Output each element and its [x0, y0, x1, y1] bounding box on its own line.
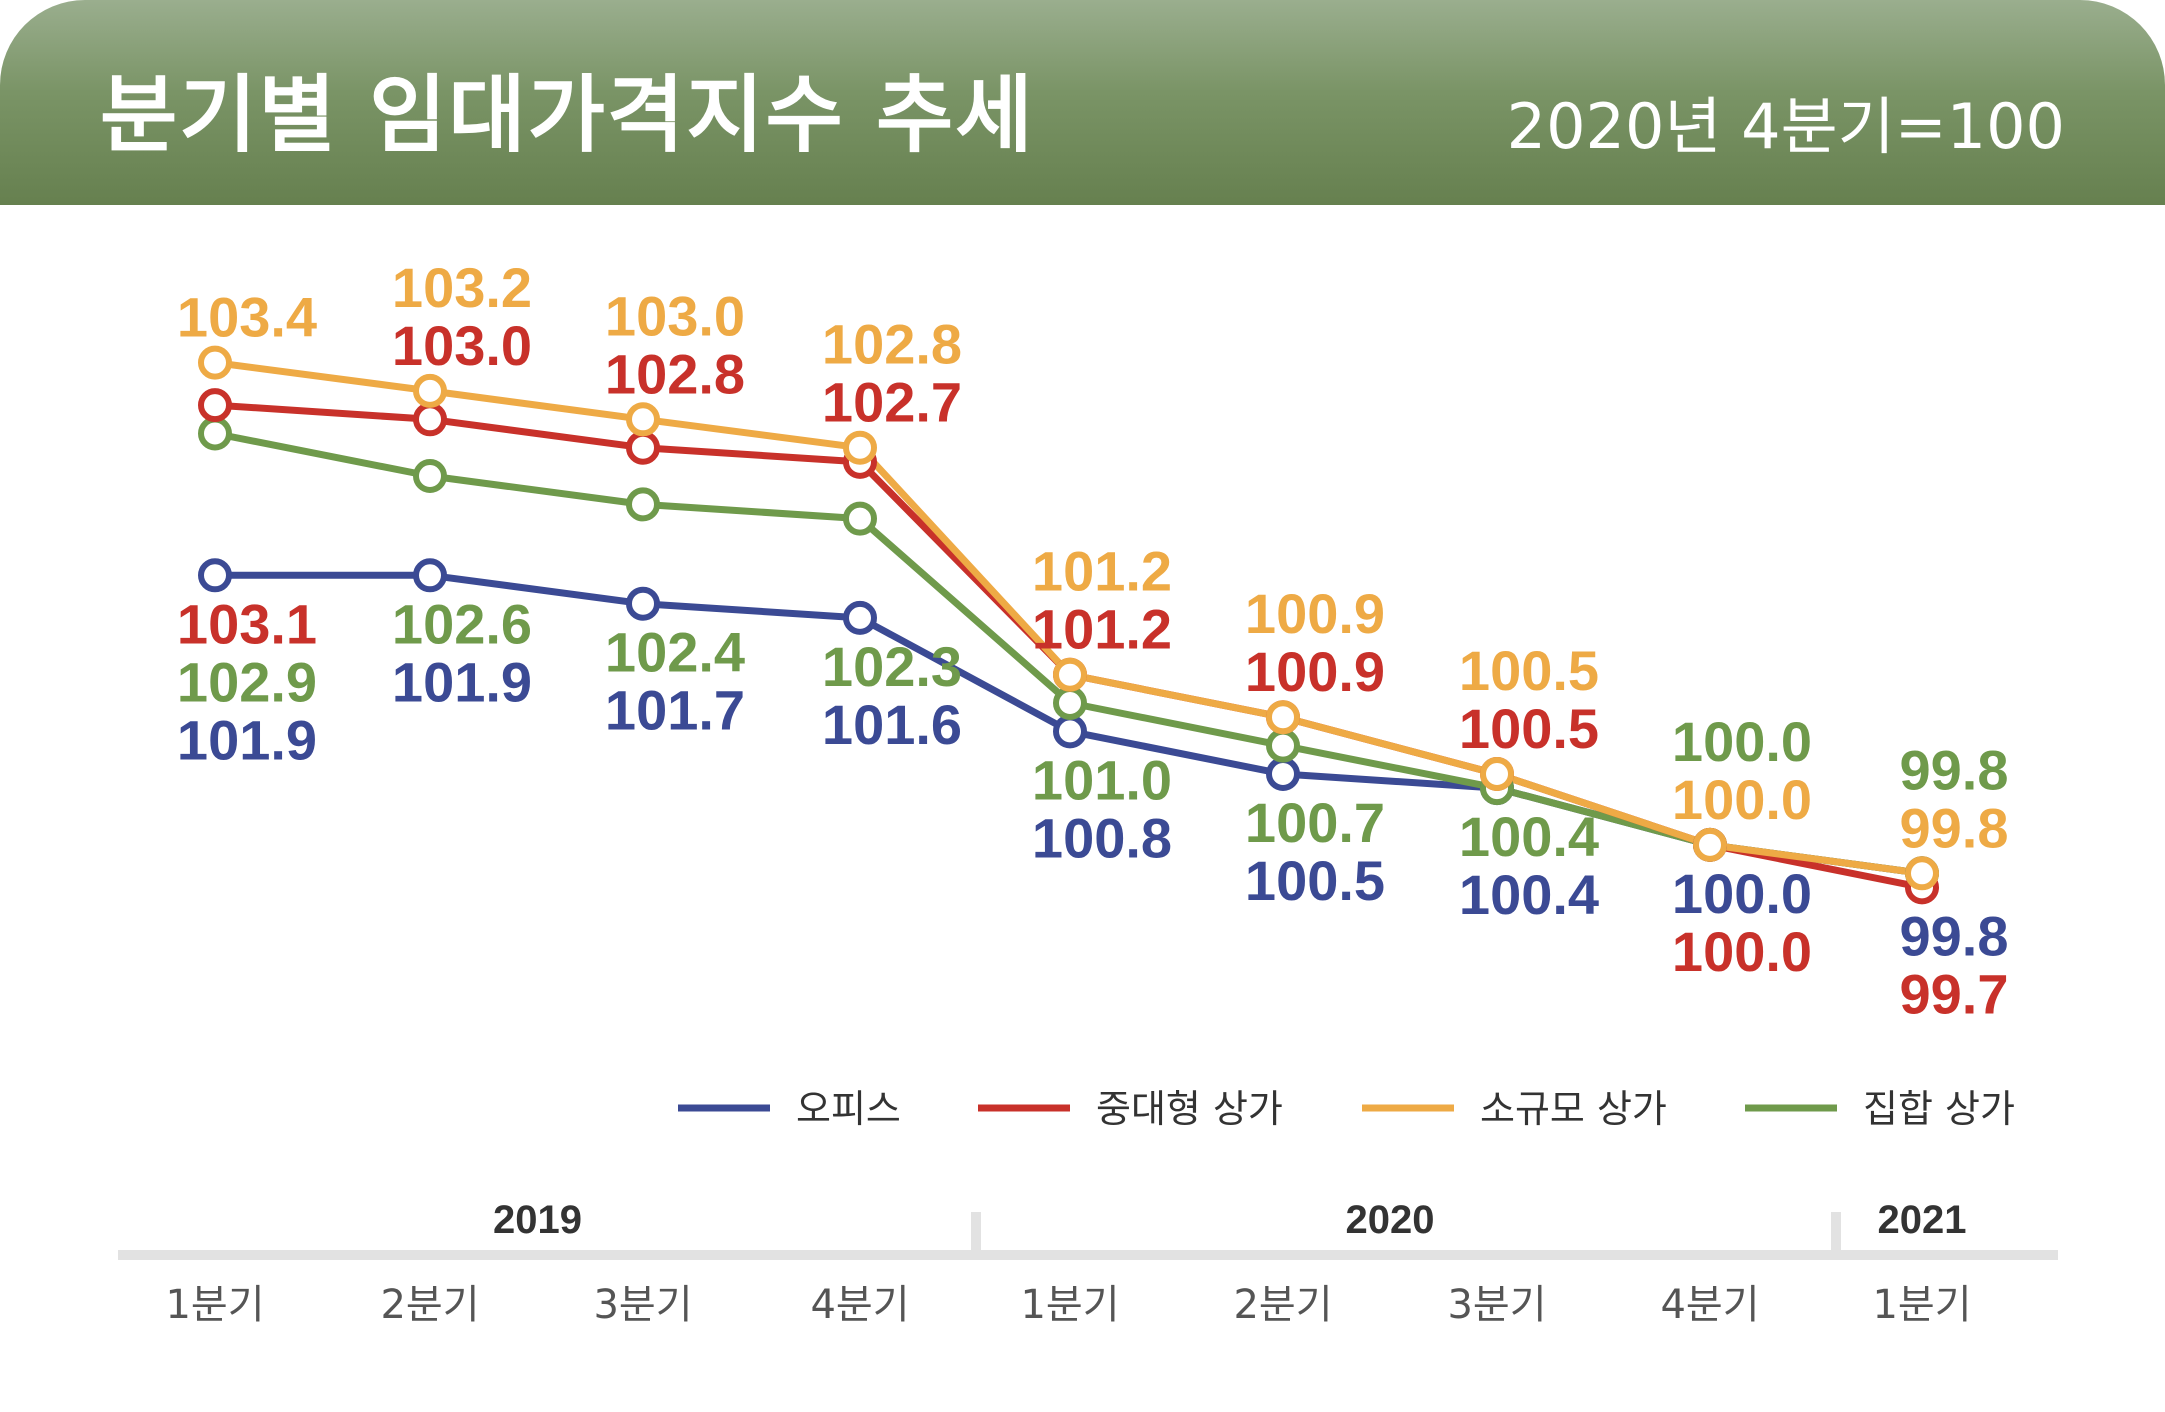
data-label-collective-store: 102.3 [822, 635, 962, 698]
data-label-office: 101.7 [605, 679, 745, 742]
data-point-office [198, 558, 232, 593]
data-label-mid-large-store: 102.7 [822, 371, 962, 434]
legend-label-small-store: 소규모 상가 [1480, 1087, 1667, 1131]
x-tick-label: 4분기 [1660, 1282, 1759, 1328]
data-label-small-store: 100.9 [1245, 582, 1385, 645]
data-point-office [1053, 714, 1087, 749]
chart-header: 분기별 임대가격지수 추세 2020년 4분기=100 [0, 0, 2165, 205]
x-tick-label: 1분기 [165, 1282, 264, 1328]
data-point-small-store [198, 345, 232, 380]
data-point-collective-store [1053, 686, 1087, 720]
data-point-small-store [1266, 700, 1300, 735]
data-label-collective-store: 102.6 [392, 592, 532, 655]
data-label-mid-large-store: 100.5 [1459, 697, 1599, 760]
x-tick-label: 2분기 [380, 1282, 479, 1328]
x-tick-label: 1분기 [1020, 1282, 1119, 1328]
legend-label-collective-store: 집합 상가 [1863, 1087, 2015, 1131]
data-label-office: 99.8 [1900, 904, 2009, 967]
data-label-small-store: 100.0 [1672, 768, 1812, 831]
legend: 오피스 중대형 상가 소규모 상가 집합 상가 [678, 1087, 2015, 1131]
data-point-small-store [1693, 827, 1727, 862]
data-point-collective-store [1266, 728, 1300, 763]
data-point-collective-store [843, 501, 877, 536]
data-label-office: 100.5 [1245, 849, 1385, 912]
data-label-collective-store: 102.9 [177, 650, 317, 713]
data-label-small-store: 101.2 [1032, 540, 1172, 603]
x-tick-label: 4분기 [810, 1282, 909, 1328]
data-label-office: 101.9 [392, 650, 532, 713]
data-label-collective-store: 101.0 [1032, 748, 1172, 811]
data-point-office [1266, 757, 1300, 791]
data-label-small-store: 103.2 [392, 256, 532, 319]
data-point-mid-large-store [198, 388, 232, 423]
x-tick-label: 3분기 [1447, 1282, 1546, 1328]
data-label-small-store: 103.4 [177, 286, 317, 349]
data-label-mid-large-store: 101.2 [1032, 598, 1172, 661]
data-point-mid-large-store [413, 402, 447, 437]
data-label-collective-store: 100.7 [1245, 791, 1385, 854]
base-period-note: 2020년 4분기=100 [1506, 90, 2065, 163]
data-label-office: 100.8 [1032, 806, 1172, 869]
x-axis: 2019 2020 2021 1분기 2분기 3분기 4분기 1분기 2분기 3분기 4분기 1분기 [118, 1198, 2058, 1328]
legend-label-office: 오피스 [796, 1087, 901, 1131]
data-label-mid-large-store: 99.7 [1900, 962, 2009, 1025]
data-label-mid-large-store: 100.0 [1672, 920, 1812, 983]
x-tick-label: 3분기 [593, 1282, 692, 1328]
data-label-small-store: 100.5 [1459, 639, 1599, 702]
data-labels: 103.4103.1102.9101.9103.2103.0102.6101.9… [177, 256, 2009, 1026]
data-label-office: 101.6 [822, 693, 962, 756]
data-label-mid-large-store: 100.9 [1245, 640, 1385, 703]
year-label: 2019 [493, 1198, 582, 1242]
data-point-small-store [1905, 856, 1939, 891]
data-point-small-store [413, 373, 447, 408]
legend-label-mid-large-store: 중대형 상가 [1096, 1087, 1283, 1131]
data-point-collective-store [413, 459, 447, 493]
data-label-office: 100.4 [1459, 863, 1599, 926]
data-point-mid-large-store [626, 430, 660, 465]
chart-title: 분기별 임대가격지수 추세 [100, 66, 1035, 164]
series-points [198, 345, 1939, 905]
data-label-small-store: 103.0 [605, 284, 745, 347]
data-point-collective-store [198, 416, 232, 451]
data-point-small-store [626, 402, 660, 437]
data-label-collective-store: 100.0 [1672, 710, 1812, 773]
data-label-collective-store: 100.4 [1459, 805, 1599, 868]
data-label-office: 101.9 [177, 708, 317, 771]
x-tick-label: 1분기 [1872, 1282, 1971, 1328]
data-label-small-store: 102.8 [822, 313, 962, 376]
data-label-collective-store: 99.8 [1900, 738, 2009, 801]
data-point-office [843, 600, 877, 635]
x-tick-label: 2분기 [1233, 1282, 1332, 1328]
data-point-small-store [1053, 657, 1087, 692]
data-label-mid-large-store: 103.0 [392, 314, 532, 377]
data-point-small-store [1480, 757, 1514, 791]
data-point-small-store [843, 430, 877, 465]
data-point-office [626, 586, 660, 621]
data-point-collective-store [626, 487, 660, 522]
year-label: 2021 [1878, 1198, 1967, 1242]
data-label-collective-store: 102.4 [605, 621, 745, 684]
data-label-mid-large-store: 103.1 [177, 592, 317, 655]
data-label-office: 100.0 [1672, 862, 1812, 925]
data-label-mid-large-store: 102.8 [605, 342, 745, 405]
year-label: 2020 [1346, 1198, 1435, 1242]
data-label-small-store: 99.8 [1900, 796, 2009, 859]
data-point-office [413, 558, 447, 593]
